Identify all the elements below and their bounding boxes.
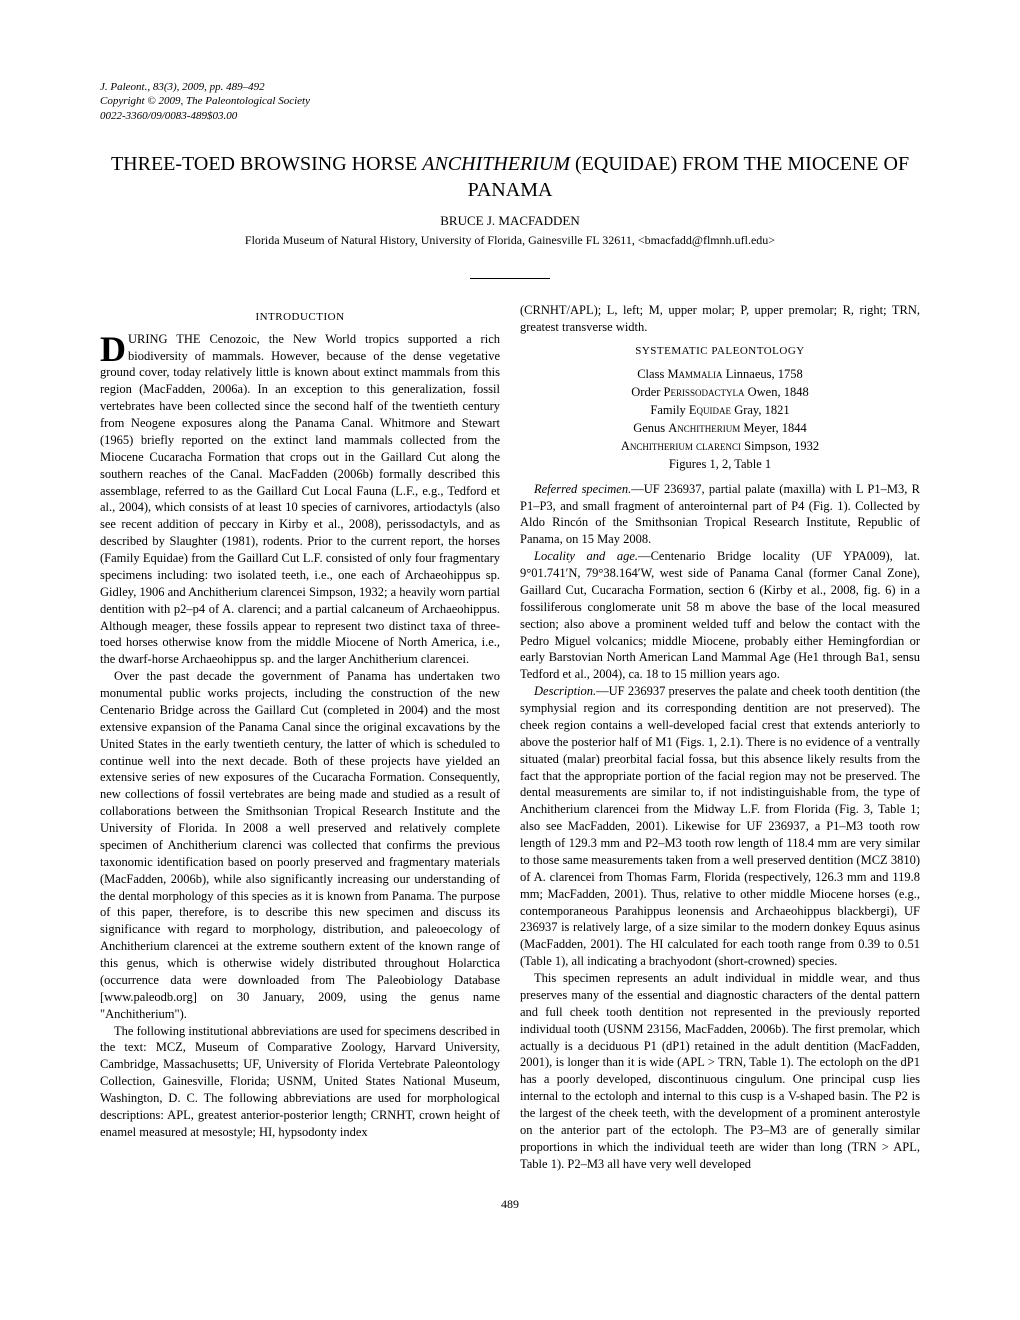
intro-paragraph-3: The following institutional abbreviation…	[100, 1023, 500, 1141]
intro-paragraph-2: Over the past decade the government of P…	[100, 668, 500, 1022]
journal-header: J. Paleont., 83(3), 2009, pp. 489–492 Co…	[100, 80, 920, 123]
introduction-heading: INTRODUCTION	[100, 310, 500, 325]
issn-line: 0022-3360/09/0083-489$03.00	[100, 109, 920, 123]
title-pre: THREE-TOED BROWSING HORSE	[111, 153, 422, 175]
description-para-1: Description.—UF 236937 preserves the pal…	[520, 683, 920, 970]
body-columns: INTRODUCTION DURING THE Cenozoic, the Ne…	[100, 302, 920, 1173]
referred-label: Referred specimen.	[534, 482, 631, 496]
title-genus: ANCHITHERIUM	[422, 153, 570, 175]
journal-citation: J. Paleont., 83(3), 2009, pp. 489–492	[100, 80, 920, 94]
author-affiliation: Florida Museum of Natural History, Unive…	[100, 233, 920, 248]
description-text: —UF 236937 preserves the palate and chee…	[520, 684, 920, 968]
tax-family: Family Equidae Gray, 1821	[520, 402, 920, 419]
intro-paragraph-1: DURING THE Cenozoic, the New World tropi…	[100, 331, 500, 669]
description-label: Description.	[534, 684, 596, 698]
tax-genus: Genus Anchitherium Meyer, 1844	[520, 420, 920, 437]
locality-text: —Centenario Bridge locality (UF YPA009),…	[520, 549, 920, 681]
locality-label: Locality and age.	[534, 549, 638, 563]
referred-specimen-para: Referred specimen.—UF 236937, partial pa…	[520, 481, 920, 549]
taxonomy-block: Class Mammalia Linnaeus, 1758 Order Peri…	[520, 366, 920, 472]
section-divider	[100, 266, 920, 284]
page: J. Paleont., 83(3), 2009, pp. 489–492 Co…	[0, 0, 1020, 1252]
author-name: BRUCE J. MACFADDEN	[100, 213, 920, 229]
page-number: 489	[100, 1197, 920, 1212]
article-title: THREE-TOED BROWSING HORSE ANCHITHERIUM (…	[100, 151, 920, 203]
tax-figures: Figures 1, 2, Table 1	[520, 456, 920, 473]
abbrev-continuation: (CRNHT/APL); L, left; M, upper molar; P,…	[520, 302, 920, 336]
tax-order: Order Perissodactyla Owen, 1848	[520, 384, 920, 401]
tax-class: Class Mammalia Linnaeus, 1758	[520, 366, 920, 383]
dropcap: D	[100, 331, 128, 365]
description-para-2: This specimen represents an adult indivi…	[520, 970, 920, 1173]
copyright-line: Copyright © 2009, The Paleontological So…	[100, 94, 920, 108]
tax-species: Anchitherium clarenci Simpson, 1932	[520, 438, 920, 455]
locality-para: Locality and age.—Centenario Bridge loca…	[520, 548, 920, 683]
systematic-heading: SYSTEMATIC PALEONTOLOGY	[520, 344, 920, 359]
intro-p1-text: URING THE Cenozoic, the New World tropic…	[100, 332, 500, 667]
